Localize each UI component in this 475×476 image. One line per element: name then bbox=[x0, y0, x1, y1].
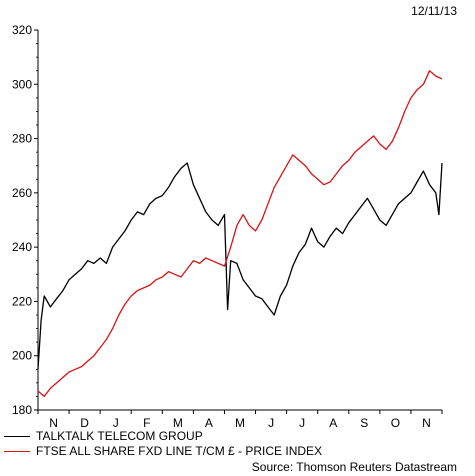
series-line-2 bbox=[37, 70, 443, 398]
legend-swatch-2 bbox=[4, 451, 30, 453]
legend-swatch-1 bbox=[4, 436, 30, 438]
source-note: Source: Thomson Reuters Datastream bbox=[251, 460, 457, 474]
y-tick-label-3: 240 bbox=[12, 240, 32, 254]
y-tick-label-1: 200 bbox=[12, 349, 32, 363]
x-tick-label-6: M bbox=[235, 416, 245, 430]
x-tick-label-2: J bbox=[113, 416, 119, 430]
x-tick-label-10: S bbox=[360, 416, 368, 430]
y-tick-label-7: 320 bbox=[12, 23, 32, 37]
legend-label-2: FTSE ALL SHARE FXD LINE T/CM £ - PRICE I… bbox=[36, 444, 323, 458]
x-tick-label-0: N bbox=[49, 416, 58, 430]
x-tick-label-3: F bbox=[143, 416, 150, 430]
y-tick-label-4: 260 bbox=[12, 186, 32, 200]
x-tick-label-1: D bbox=[80, 416, 89, 430]
date-label: 12/11/13 bbox=[411, 4, 457, 18]
legend-label-1: TALKTALK TELECOM GROUP bbox=[36, 429, 203, 443]
x-tick-label-11: O bbox=[391, 416, 400, 430]
series-line-1 bbox=[37, 162, 443, 370]
x-tick-label-8: J bbox=[299, 416, 305, 430]
y-axis: 180 200 220 240 260 280 300 320 bbox=[12, 23, 39, 417]
series-group bbox=[37, 70, 443, 398]
x-tick-label-5: A bbox=[205, 416, 213, 430]
y-tick-label-6: 300 bbox=[12, 77, 32, 91]
x-tick-label-12: N bbox=[422, 416, 431, 430]
x-tick-label-9: A bbox=[329, 416, 337, 430]
x-tick-label-7: J bbox=[268, 416, 274, 430]
legend-entry-2: FTSE ALL SHARE FXD LINE T/CM £ - PRICE I… bbox=[4, 444, 322, 458]
legend-entry-1: TALKTALK TELECOM GROUP bbox=[4, 429, 203, 443]
x-tick-label-4: M bbox=[173, 416, 183, 430]
y-tick-label-2: 220 bbox=[12, 294, 32, 308]
y-tick-label-5: 280 bbox=[12, 132, 32, 146]
y-tick-label-0: 180 bbox=[12, 403, 32, 417]
